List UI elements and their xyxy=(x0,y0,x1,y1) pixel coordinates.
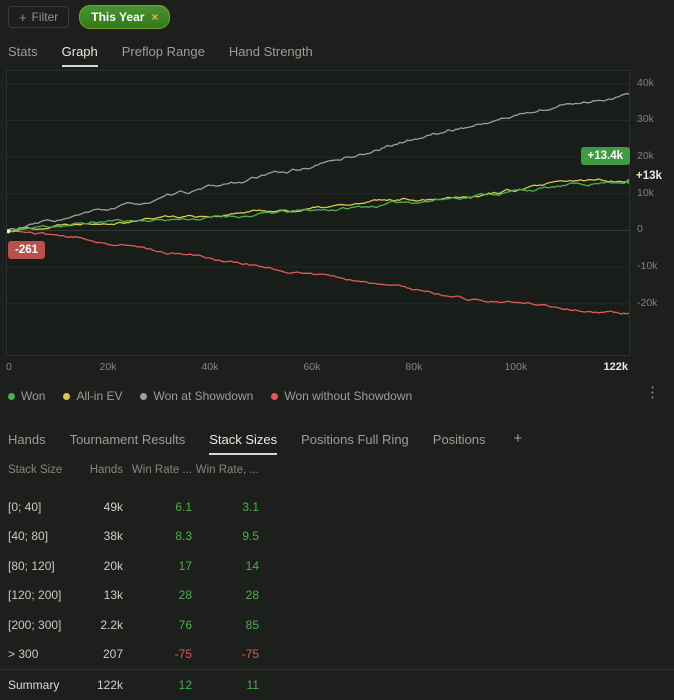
summary-row[interactable]: Summary 122k 12 11 xyxy=(0,669,674,700)
win-rate-cell: 3.1 xyxy=(242,499,259,514)
chart-legend: Won All-in EV Won at Showdown Won without S… xyxy=(8,389,412,403)
y-axis-tick: 30k xyxy=(637,113,654,126)
hands-cell: 38k xyxy=(103,529,123,544)
win-rate-cell: 6.1 xyxy=(175,499,192,514)
stack-size-cell: [120; 200] xyxy=(8,588,62,603)
table-row[interactable]: [120; 200] 13k 28 28 xyxy=(0,581,674,611)
hands-cell: 13k xyxy=(103,588,123,603)
report-tab-positions-full-ring[interactable]: Positions Full Ring xyxy=(301,432,409,447)
add-filter-label: Filter xyxy=(31,10,59,24)
legend-dot-icon xyxy=(140,392,148,400)
y-axis-tick: 0 xyxy=(637,223,643,236)
win-rate-cell: 17 xyxy=(178,558,192,573)
tab-hand-strength[interactable]: Hand Strength xyxy=(228,44,313,59)
x-axis-tick: 20k xyxy=(99,361,117,373)
tab-preflop-range[interactable]: Preflop Range xyxy=(121,44,205,59)
table-row[interactable]: [0; 40] 49k 6.1 3.1 xyxy=(0,492,674,522)
legend-item-won-at-showdown[interactable]: Won at Showdown xyxy=(140,389,253,403)
legend-item-won[interactable]: Won xyxy=(8,389,45,403)
report-tab-hands[interactable]: Hands xyxy=(8,432,46,447)
plus-icon: + xyxy=(19,9,27,25)
column-header-hands[interactable]: Hands xyxy=(89,464,123,476)
add-filter-button[interactable]: + Filter xyxy=(8,6,70,28)
legend-dot-icon xyxy=(271,392,279,400)
stack-size-cell: [0; 40] xyxy=(8,499,42,514)
win-rate-cell: 9.5 xyxy=(242,529,259,544)
table-row[interactable]: [40; 80] 38k 8.3 9.5 xyxy=(0,522,674,552)
legend-item-won-without-showdown[interactable]: Won without Showdown xyxy=(271,389,412,403)
legend-label: Won at Showdown xyxy=(153,389,254,403)
stack-size-cell: [40; 80] xyxy=(8,529,49,544)
legend-label: Won without Showdown xyxy=(284,389,413,403)
stack-sizes-table: [0; 40] 49k 6.1 3.1 [40; 80] 38k 8.3 9.5 [80; 12… xyxy=(0,492,674,700)
hands-cell: 2.2k xyxy=(100,617,123,632)
chart-canvas xyxy=(7,83,629,315)
y-axis-tick: -20k xyxy=(637,296,658,309)
table-row[interactable]: > 300 207 -75 -75 xyxy=(0,640,674,670)
legend-dot-icon xyxy=(63,392,71,400)
add-report-tab-button[interactable]: + xyxy=(513,430,523,447)
report-tabs-row: Hands Tournament Results Stack Sizes Positi… xyxy=(8,430,666,455)
win-rate-cell: 76 xyxy=(178,617,192,632)
stack-size-cell: [80; 120] xyxy=(8,558,55,573)
x-axis-tick: 122k xyxy=(603,361,628,373)
view-tabs: Stats Graph Preflop Range Hand Strength xyxy=(8,44,313,67)
report-tab-stack-sizes[interactable]: Stack Sizes xyxy=(209,432,278,455)
win-rate-cell: -75 xyxy=(174,647,192,662)
column-header-stack-size[interactable]: Stack Size xyxy=(8,464,63,476)
win-rate-cell: -75 xyxy=(241,647,259,662)
report-tab-positions[interactable]: Positions xyxy=(432,432,486,447)
report-tab-tournament-results[interactable]: Tournament Results xyxy=(69,432,186,447)
remove-filter-icon[interactable]: × xyxy=(151,10,159,24)
winnings-chart[interactable] xyxy=(6,70,630,356)
y-axis-tick: -10k xyxy=(637,260,658,273)
table-row[interactable]: [200; 300] 2.2k 76 85 xyxy=(0,610,674,640)
table-row[interactable]: [80; 120] 20k 17 14 xyxy=(0,551,674,581)
column-header-win-rate[interactable]: Win Rate ... xyxy=(131,464,192,476)
win-rate-cell: 12 xyxy=(178,678,192,692)
active-filter-chip[interactable]: This Year × xyxy=(79,5,171,29)
stack-size-cell: [200; 300] xyxy=(8,617,62,632)
win-rate-cell: 11 xyxy=(246,678,259,692)
y-axis-tick: 40k xyxy=(637,76,654,89)
legend-label: All-in EV xyxy=(76,389,123,403)
win-rate-cell: 14 xyxy=(245,558,259,573)
x-axis-tick: 80k xyxy=(405,361,423,373)
chart-end-value-badge: +13.4k xyxy=(580,147,630,165)
report-tabs: Hands Tournament Results Stack Sizes Positi… xyxy=(8,432,486,455)
win-rate-cell: 28 xyxy=(245,588,259,603)
stack-size-cell: > 300 xyxy=(8,647,39,662)
win-rate-cell: 28 xyxy=(178,588,192,603)
legend-item-all-in-ev[interactable]: All-in EV xyxy=(63,389,122,403)
y-axis-tick: 20k xyxy=(637,150,654,163)
tab-graph[interactable]: Graph xyxy=(61,44,98,67)
chart-options-kebab-icon[interactable]: ⋮ xyxy=(645,384,660,401)
x-axis-tick: 40k xyxy=(201,361,219,373)
legend-dot-icon xyxy=(8,392,15,400)
x-axis-tick: 100k xyxy=(504,361,528,373)
chart-start-value-badge: -261 xyxy=(8,241,46,259)
hands-cell: 49k xyxy=(103,499,123,514)
hands-cell: 20k xyxy=(103,558,123,573)
chart-end-axis-label: +13k xyxy=(636,170,662,182)
x-axis-tick: 60k xyxy=(303,361,321,373)
win-rate-cell: 85 xyxy=(245,617,259,632)
column-header-win-rate[interactable]: Win Rate, ... xyxy=(195,464,259,476)
hands-cell: 122k xyxy=(96,678,123,692)
y-axis-tick: 10k xyxy=(637,186,654,199)
win-rate-cell: 8.3 xyxy=(175,529,192,544)
tab-stats[interactable]: Stats xyxy=(8,44,38,59)
filter-bar: + Filter This Year × xyxy=(8,5,171,29)
legend-label: Won xyxy=(21,389,46,403)
active-filter-label: This Year xyxy=(91,10,145,24)
x-axis-tick: 0 xyxy=(6,361,12,373)
hands-cell: 207 xyxy=(102,647,123,662)
stack-sizes-table-header: Stack Size Hands Win Rate ... Win Rate, ... xyxy=(0,464,674,476)
stack-size-cell: Summary xyxy=(8,678,60,692)
